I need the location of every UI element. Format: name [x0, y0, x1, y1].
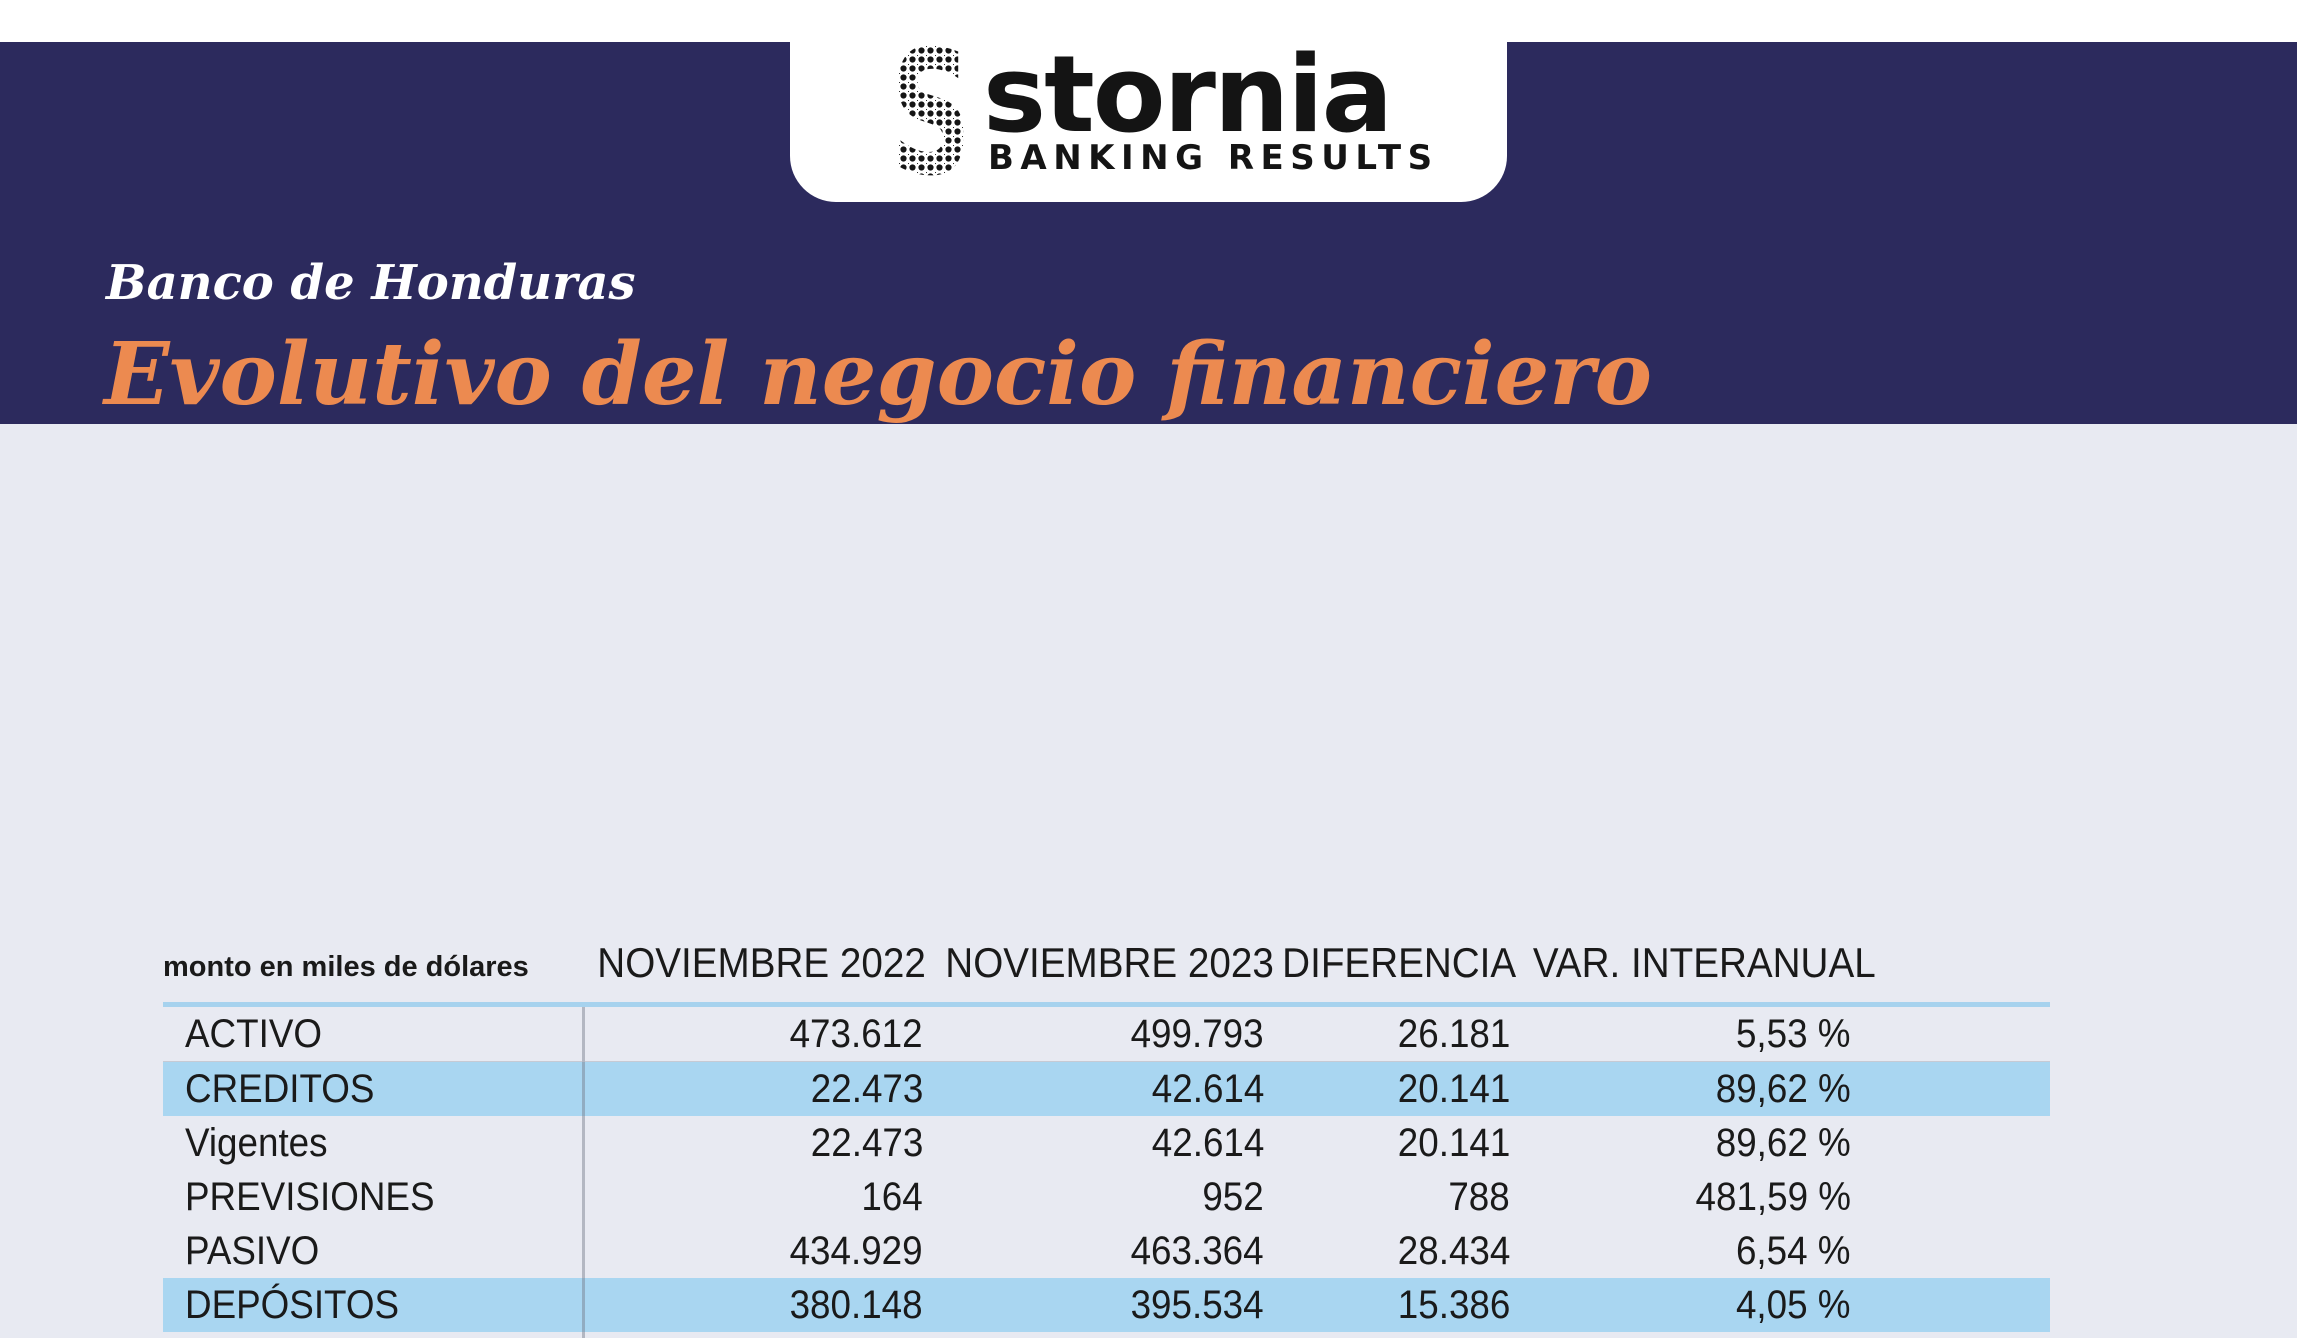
- cell-var-interanual: 4,05 %: [1518, 1278, 1859, 1332]
- column-header-noviembre-2022: NOVIEMBRE 2022: [583, 902, 931, 1007]
- cell-nov-2022: 164: [861, 1174, 923, 1219]
- page-title: Evolutivo del negocio financiero: [104, 324, 1652, 425]
- cell-spacer: [1859, 1224, 2050, 1278]
- cell-nov-2023: 395.534: [931, 1278, 1272, 1332]
- cell-spacer: [1859, 1061, 2050, 1116]
- cell-var-interanual: 89,62 %: [1518, 1061, 1859, 1116]
- content-area: monto en miles de dólares NOVIEMBRE 2022…: [0, 424, 2297, 1338]
- cell-nov-2022: 380.148: [583, 1278, 931, 1332]
- cell-nov-2023: 952: [1202, 1174, 1264, 1219]
- brand-name: stornia: [983, 33, 1393, 156]
- financial-table: monto en miles de dólares NOVIEMBRE 2022…: [163, 902, 2050, 1338]
- cell-nov-2022: 434.929: [789, 1228, 923, 1273]
- cell-nov-2023: 463.364: [1130, 1228, 1264, 1273]
- cell-var-interanual: 89,62 %: [1715, 1120, 1851, 1165]
- row-label: Vigentes: [163, 1116, 585, 1170]
- row-label: PATRIMONIO: [163, 1332, 585, 1338]
- cell-nov-2023: 499.793: [931, 1004, 1272, 1062]
- row-label: CREDITOS: [163, 1061, 585, 1116]
- cell-spacer: [1859, 1116, 2050, 1170]
- cell-diferencia: 26.181: [1272, 1004, 1518, 1062]
- cell-nov-2022: 22.473: [583, 1061, 931, 1116]
- cell-nov-2022: 22.473: [810, 1120, 923, 1165]
- brand-tab: S stornia BANKING RESULTS: [790, 0, 1507, 202]
- column-header-var-interanual: VAR. INTERANUAL: [1518, 902, 1876, 1007]
- table-header-row: monto en miles de dólares NOVIEMBRE 2022…: [163, 902, 2050, 1007]
- row-label: ACTIVO: [163, 1004, 585, 1062]
- row-label: DEPÓSITOS: [163, 1278, 585, 1332]
- cell-nov-2023: 42.614: [931, 1061, 1272, 1116]
- svg-text:S: S: [890, 46, 972, 178]
- column-header-diferencia: DIFERENCIA: [1272, 902, 1518, 1007]
- brand-tagline: BANKING RESULTS: [988, 138, 1439, 178]
- cell-var-interanual: 481,59 %: [1695, 1174, 1851, 1219]
- cell-diferencia: 788: [1448, 1174, 1510, 1219]
- cell-var-interanual: -5,83 %: [1518, 1332, 1859, 1338]
- row-label: PREVISIONES: [163, 1170, 585, 1224]
- cell-var-interanual: 5,53 %: [1518, 1004, 1859, 1062]
- cell-spacer: [1859, 1332, 2050, 1338]
- cell-nov-2022: 38.683: [583, 1332, 931, 1338]
- cell-spacer: [1859, 1004, 2050, 1062]
- unit-note: monto en miles de dólares: [163, 902, 583, 1007]
- stornia-dotted-s-logo-icon: S: [890, 46, 972, 178]
- table-row-vigentes: Vigentes 22.473 42.614 20.141 89,62 %: [163, 1116, 2050, 1170]
- cell-diferencia: -2.253: [1272, 1332, 1518, 1338]
- cell-diferencia: 15.386: [1272, 1278, 1518, 1332]
- page-subtitle: Banco de Honduras: [106, 255, 636, 311]
- table-row-previsiones: PREVISIONES 164 952 788 481,59 %: [163, 1170, 2050, 1224]
- cell-spacer: [1859, 1278, 2050, 1332]
- cell-nov-2022: 473.612: [583, 1004, 931, 1062]
- cell-var-interanual: 6,54 %: [1736, 1228, 1851, 1273]
- table-row-pasivo: PASIVO 434.929 463.364 28.434 6,54 %: [163, 1224, 2050, 1278]
- table-row-patrimonio: PATRIMONIO 38.683 36.429 -2.253 -5,83 %: [163, 1332, 2050, 1338]
- table-row-creditos: CREDITOS 22.473 42.614 20.141 89,62 %: [163, 1061, 2050, 1116]
- row-label: PASIVO: [163, 1224, 585, 1278]
- column-header-spacer: [1859, 902, 2050, 1007]
- cell-diferencia: 28.434: [1397, 1228, 1510, 1273]
- cell-diferencia: 20.141: [1397, 1120, 1510, 1165]
- table-row-activo: ACTIVO 473.612 499.793 26.181 5,53 %: [163, 1004, 2050, 1062]
- cell-diferencia: 20.141: [1272, 1061, 1518, 1116]
- cell-spacer: [1859, 1170, 2050, 1224]
- cell-nov-2023: 42.614: [1151, 1120, 1264, 1165]
- table-row-depositos: DEPÓSITOS 380.148 395.534 15.386 4,05 %: [163, 1278, 2050, 1332]
- column-header-noviembre-2023: NOVIEMBRE 2023: [931, 902, 1274, 1007]
- cell-nov-2023: 36.429: [931, 1332, 1272, 1338]
